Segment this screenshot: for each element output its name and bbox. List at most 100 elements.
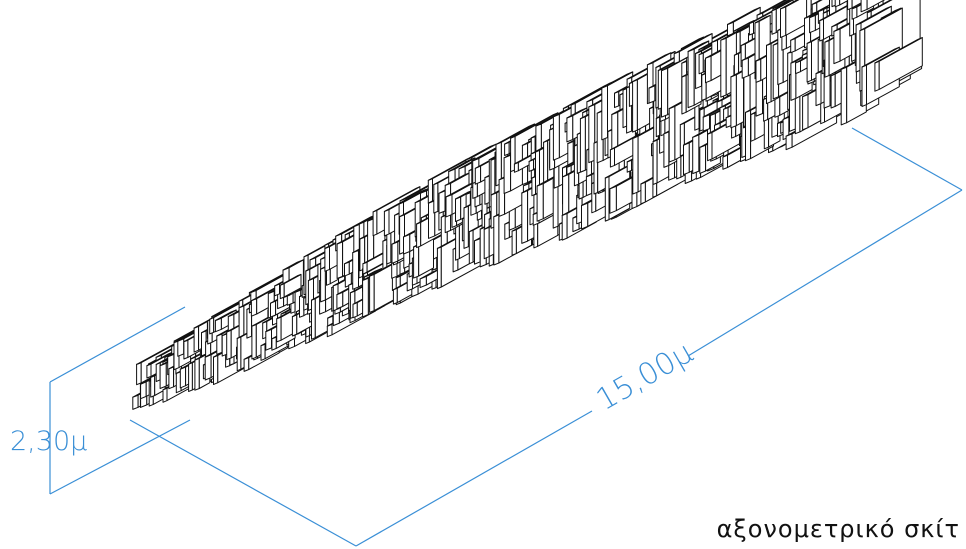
height-dimension-label: 2,30μ	[10, 426, 87, 457]
slat-face	[866, 0, 886, 10]
slat-face	[640, 181, 646, 205]
slat-face	[188, 362, 193, 392]
slat-face	[755, 58, 762, 83]
slat-face	[483, 226, 490, 260]
slat-face	[270, 300, 277, 318]
slat-face	[504, 221, 510, 240]
slat-face	[733, 53, 740, 76]
slat-face	[861, 46, 900, 68]
slat-face	[311, 298, 316, 340]
slat-face	[150, 375, 156, 398]
slat-face	[250, 298, 258, 317]
slat-face	[320, 266, 326, 303]
slat-face	[159, 362, 167, 389]
slat-face	[861, 64, 867, 107]
slat-face	[632, 135, 639, 195]
slat-face	[780, 6, 787, 38]
dimension-lines	[49, 127, 963, 547]
slat-face	[543, 140, 549, 184]
slat-face	[833, 28, 841, 65]
slat-face	[493, 214, 500, 266]
slat-face	[193, 325, 200, 353]
slat-face	[416, 221, 422, 249]
slat-face	[352, 302, 358, 319]
slat-face	[392, 287, 398, 305]
slat-face	[604, 176, 610, 222]
slat-face	[183, 339, 189, 360]
length-extension-left	[129, 419, 357, 547]
slat-face	[236, 336, 242, 372]
slat-face	[251, 323, 257, 360]
slat-face	[750, 112, 756, 142]
slat-face	[806, 41, 812, 83]
slat-face	[766, 43, 772, 105]
slat-face	[362, 277, 369, 318]
slat-face	[162, 387, 168, 403]
slat-face	[372, 186, 421, 213]
slat-face	[668, 105, 676, 163]
height-extension-bottom	[49, 419, 191, 495]
slat-face	[866, 0, 893, 14]
slat-face	[720, 37, 727, 98]
slat-face	[260, 343, 266, 361]
slat-face	[874, 60, 880, 92]
slat-face	[687, 48, 695, 109]
slat-face	[663, 131, 670, 168]
slat-face	[448, 157, 476, 172]
slat-face	[413, 244, 420, 279]
slat-face	[771, 0, 794, 12]
slat-face	[585, 174, 593, 197]
slat-face	[168, 366, 175, 390]
slat-face	[874, 37, 923, 64]
slat-face	[433, 182, 439, 214]
slat-face	[209, 317, 215, 335]
slat-face	[839, 0, 850, 6]
slat-face	[276, 316, 282, 343]
slat-face	[511, 229, 517, 256]
slat-face	[336, 241, 344, 279]
slat-face	[468, 229, 474, 265]
length-extension-right	[851, 127, 963, 191]
slat-face	[536, 183, 544, 222]
slat-face	[562, 173, 570, 217]
slat-face	[136, 362, 142, 386]
slat-face	[474, 238, 481, 265]
slat-face	[754, 14, 771, 24]
slat-face	[324, 246, 330, 272]
slat-face	[216, 333, 223, 355]
slat-face	[566, 107, 588, 119]
slat-face	[552, 113, 560, 161]
wave-bench-structure	[132, 0, 923, 410]
slat-face	[687, 40, 710, 52]
slat-face	[815, 71, 822, 107]
slat-face	[609, 185, 617, 214]
slat-face	[699, 144, 707, 174]
slat-face	[652, 139, 658, 185]
slat-face	[745, 109, 752, 162]
slat-face	[403, 233, 411, 255]
slat-face	[681, 74, 687, 115]
slat-face	[772, 0, 792, 10]
slat-face	[601, 71, 634, 89]
slat-face	[179, 366, 187, 389]
slat-face	[860, 0, 868, 13]
slat-face	[279, 283, 285, 300]
slat-face	[780, 0, 800, 10]
slat-face	[204, 354, 212, 381]
slat-face	[194, 357, 200, 391]
slat-face	[824, 40, 830, 78]
slat-face	[352, 249, 359, 290]
length-dimension-line-a	[355, 410, 593, 547]
slat-face	[859, 7, 903, 32]
slat-face	[265, 328, 272, 351]
slat-face	[146, 363, 152, 379]
slat-face	[819, 18, 824, 42]
slat-face	[282, 259, 304, 271]
slat-face	[727, 6, 761, 25]
slat-face	[213, 354, 219, 385]
slat-face	[785, 0, 808, 36]
length-dimension-line-b	[687, 189, 963, 357]
slat-face	[566, 115, 574, 143]
slat-face	[811, 0, 823, 5]
slat-face	[521, 190, 529, 244]
